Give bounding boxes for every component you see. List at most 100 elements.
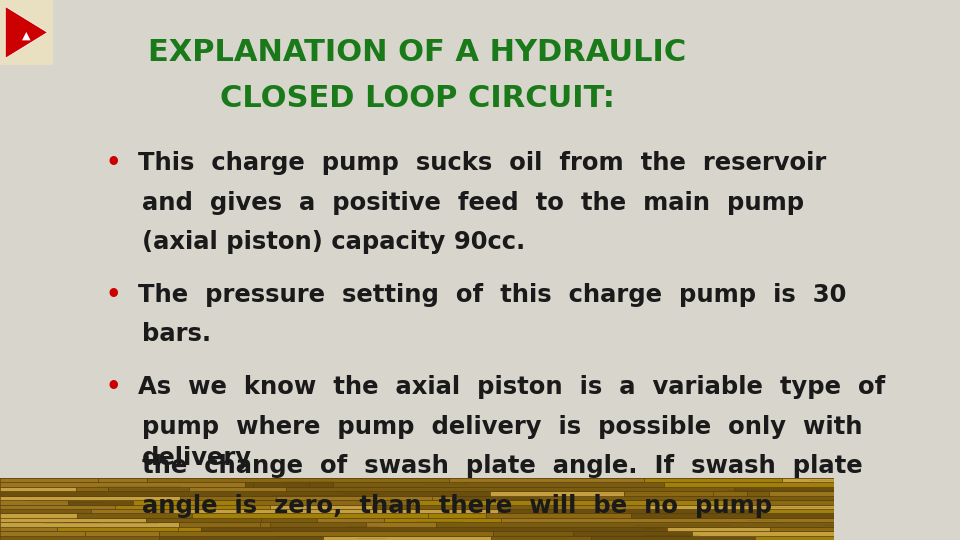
Text: (axial piston) capacity 90cc.: (axial piston) capacity 90cc. [142, 230, 525, 254]
FancyBboxPatch shape [90, 509, 170, 514]
FancyBboxPatch shape [0, 496, 180, 500]
FancyBboxPatch shape [0, 514, 77, 518]
FancyBboxPatch shape [76, 487, 108, 491]
FancyBboxPatch shape [692, 531, 834, 536]
Text: The  pressure  setting  of  this  charge  pump  is  30: The pressure setting of this charge pump… [137, 283, 846, 307]
Text: angle  is  zero,  than  there  will  be  no  pump: angle is zero, than there will be no pum… [142, 494, 772, 517]
FancyBboxPatch shape [201, 526, 666, 531]
FancyBboxPatch shape [0, 509, 90, 514]
FancyBboxPatch shape [148, 478, 449, 482]
FancyBboxPatch shape [770, 526, 834, 531]
FancyBboxPatch shape [309, 482, 333, 487]
FancyBboxPatch shape [663, 482, 834, 487]
FancyBboxPatch shape [492, 536, 591, 540]
Text: the  change  of  swash  plate  angle.  If  swash  plate: the change of swash plate angle. If swas… [142, 454, 862, 478]
FancyBboxPatch shape [766, 509, 834, 514]
FancyBboxPatch shape [0, 500, 67, 504]
FancyBboxPatch shape [77, 514, 192, 518]
FancyBboxPatch shape [271, 504, 372, 509]
FancyBboxPatch shape [252, 482, 309, 487]
FancyBboxPatch shape [0, 487, 76, 491]
FancyBboxPatch shape [333, 482, 663, 487]
FancyBboxPatch shape [0, 504, 115, 509]
FancyBboxPatch shape [261, 518, 317, 522]
Text: •: • [106, 375, 121, 399]
FancyBboxPatch shape [733, 487, 834, 491]
Text: CLOSED LOOP CIRCUIT:: CLOSED LOOP CIRCUIT: [220, 84, 614, 113]
Text: As  we  know  the  axial  piston  is  a  variable  type  of: As we know the axial piston is a variabl… [137, 375, 885, 399]
FancyBboxPatch shape [0, 518, 147, 522]
FancyBboxPatch shape [713, 491, 747, 496]
Text: •: • [106, 151, 121, 175]
FancyBboxPatch shape [147, 518, 261, 522]
FancyBboxPatch shape [0, 536, 158, 540]
FancyBboxPatch shape [491, 491, 623, 496]
FancyBboxPatch shape [67, 500, 133, 504]
FancyBboxPatch shape [115, 504, 271, 509]
FancyBboxPatch shape [323, 536, 492, 540]
FancyBboxPatch shape [133, 500, 236, 504]
FancyBboxPatch shape [158, 536, 323, 540]
Polygon shape [6, 6, 47, 58]
FancyBboxPatch shape [501, 518, 834, 522]
FancyBboxPatch shape [497, 509, 754, 514]
FancyBboxPatch shape [770, 491, 834, 496]
FancyBboxPatch shape [756, 536, 834, 540]
FancyBboxPatch shape [192, 514, 427, 518]
FancyBboxPatch shape [0, 478, 98, 482]
FancyBboxPatch shape [591, 536, 756, 540]
FancyBboxPatch shape [487, 514, 631, 518]
FancyBboxPatch shape [246, 482, 252, 487]
FancyBboxPatch shape [180, 522, 260, 526]
FancyBboxPatch shape [180, 496, 276, 500]
FancyBboxPatch shape [170, 509, 497, 514]
FancyBboxPatch shape [747, 491, 770, 496]
FancyBboxPatch shape [372, 504, 555, 509]
FancyBboxPatch shape [782, 478, 834, 482]
FancyBboxPatch shape [85, 531, 158, 536]
Text: delivery: delivery [142, 446, 252, 470]
FancyBboxPatch shape [0, 491, 491, 496]
FancyBboxPatch shape [384, 518, 501, 522]
FancyBboxPatch shape [189, 487, 286, 491]
FancyBboxPatch shape [260, 522, 270, 526]
FancyBboxPatch shape [539, 496, 834, 500]
FancyBboxPatch shape [631, 514, 834, 518]
FancyBboxPatch shape [108, 487, 189, 491]
Text: This  charge  pump  sucks  oil  from  the  reservoir: This charge pump sucks oil from the rese… [137, 151, 826, 175]
FancyBboxPatch shape [286, 487, 733, 491]
FancyBboxPatch shape [666, 526, 770, 531]
Text: pump  where  pump  delivery  is  possible  only  with: pump where pump delivery is possible onl… [142, 415, 862, 438]
FancyBboxPatch shape [724, 500, 834, 504]
FancyBboxPatch shape [0, 526, 58, 531]
FancyBboxPatch shape [0, 531, 85, 536]
FancyBboxPatch shape [98, 478, 148, 482]
FancyBboxPatch shape [449, 478, 644, 482]
FancyBboxPatch shape [158, 531, 492, 536]
Text: and  gives  a  positive  feed  to  the  main  pump: and gives a positive feed to the main pu… [142, 191, 804, 214]
FancyBboxPatch shape [236, 500, 414, 504]
Text: ▲: ▲ [22, 31, 31, 40]
FancyBboxPatch shape [270, 522, 366, 526]
FancyBboxPatch shape [754, 509, 766, 514]
FancyBboxPatch shape [317, 518, 384, 522]
FancyBboxPatch shape [0, 0, 53, 65]
FancyBboxPatch shape [179, 526, 201, 531]
FancyBboxPatch shape [427, 514, 487, 518]
FancyBboxPatch shape [573, 531, 692, 536]
Text: •: • [106, 283, 121, 307]
FancyBboxPatch shape [0, 478, 834, 540]
FancyBboxPatch shape [623, 491, 713, 496]
FancyBboxPatch shape [492, 531, 573, 536]
FancyBboxPatch shape [58, 526, 179, 531]
Text: EXPLANATION OF A HYDRAULIC: EXPLANATION OF A HYDRAULIC [148, 38, 686, 67]
FancyBboxPatch shape [648, 504, 834, 509]
FancyBboxPatch shape [276, 496, 432, 500]
FancyBboxPatch shape [555, 504, 648, 509]
FancyBboxPatch shape [436, 522, 834, 526]
FancyBboxPatch shape [644, 478, 782, 482]
FancyBboxPatch shape [414, 500, 724, 504]
FancyBboxPatch shape [0, 482, 246, 487]
FancyBboxPatch shape [452, 496, 539, 500]
FancyBboxPatch shape [432, 496, 452, 500]
